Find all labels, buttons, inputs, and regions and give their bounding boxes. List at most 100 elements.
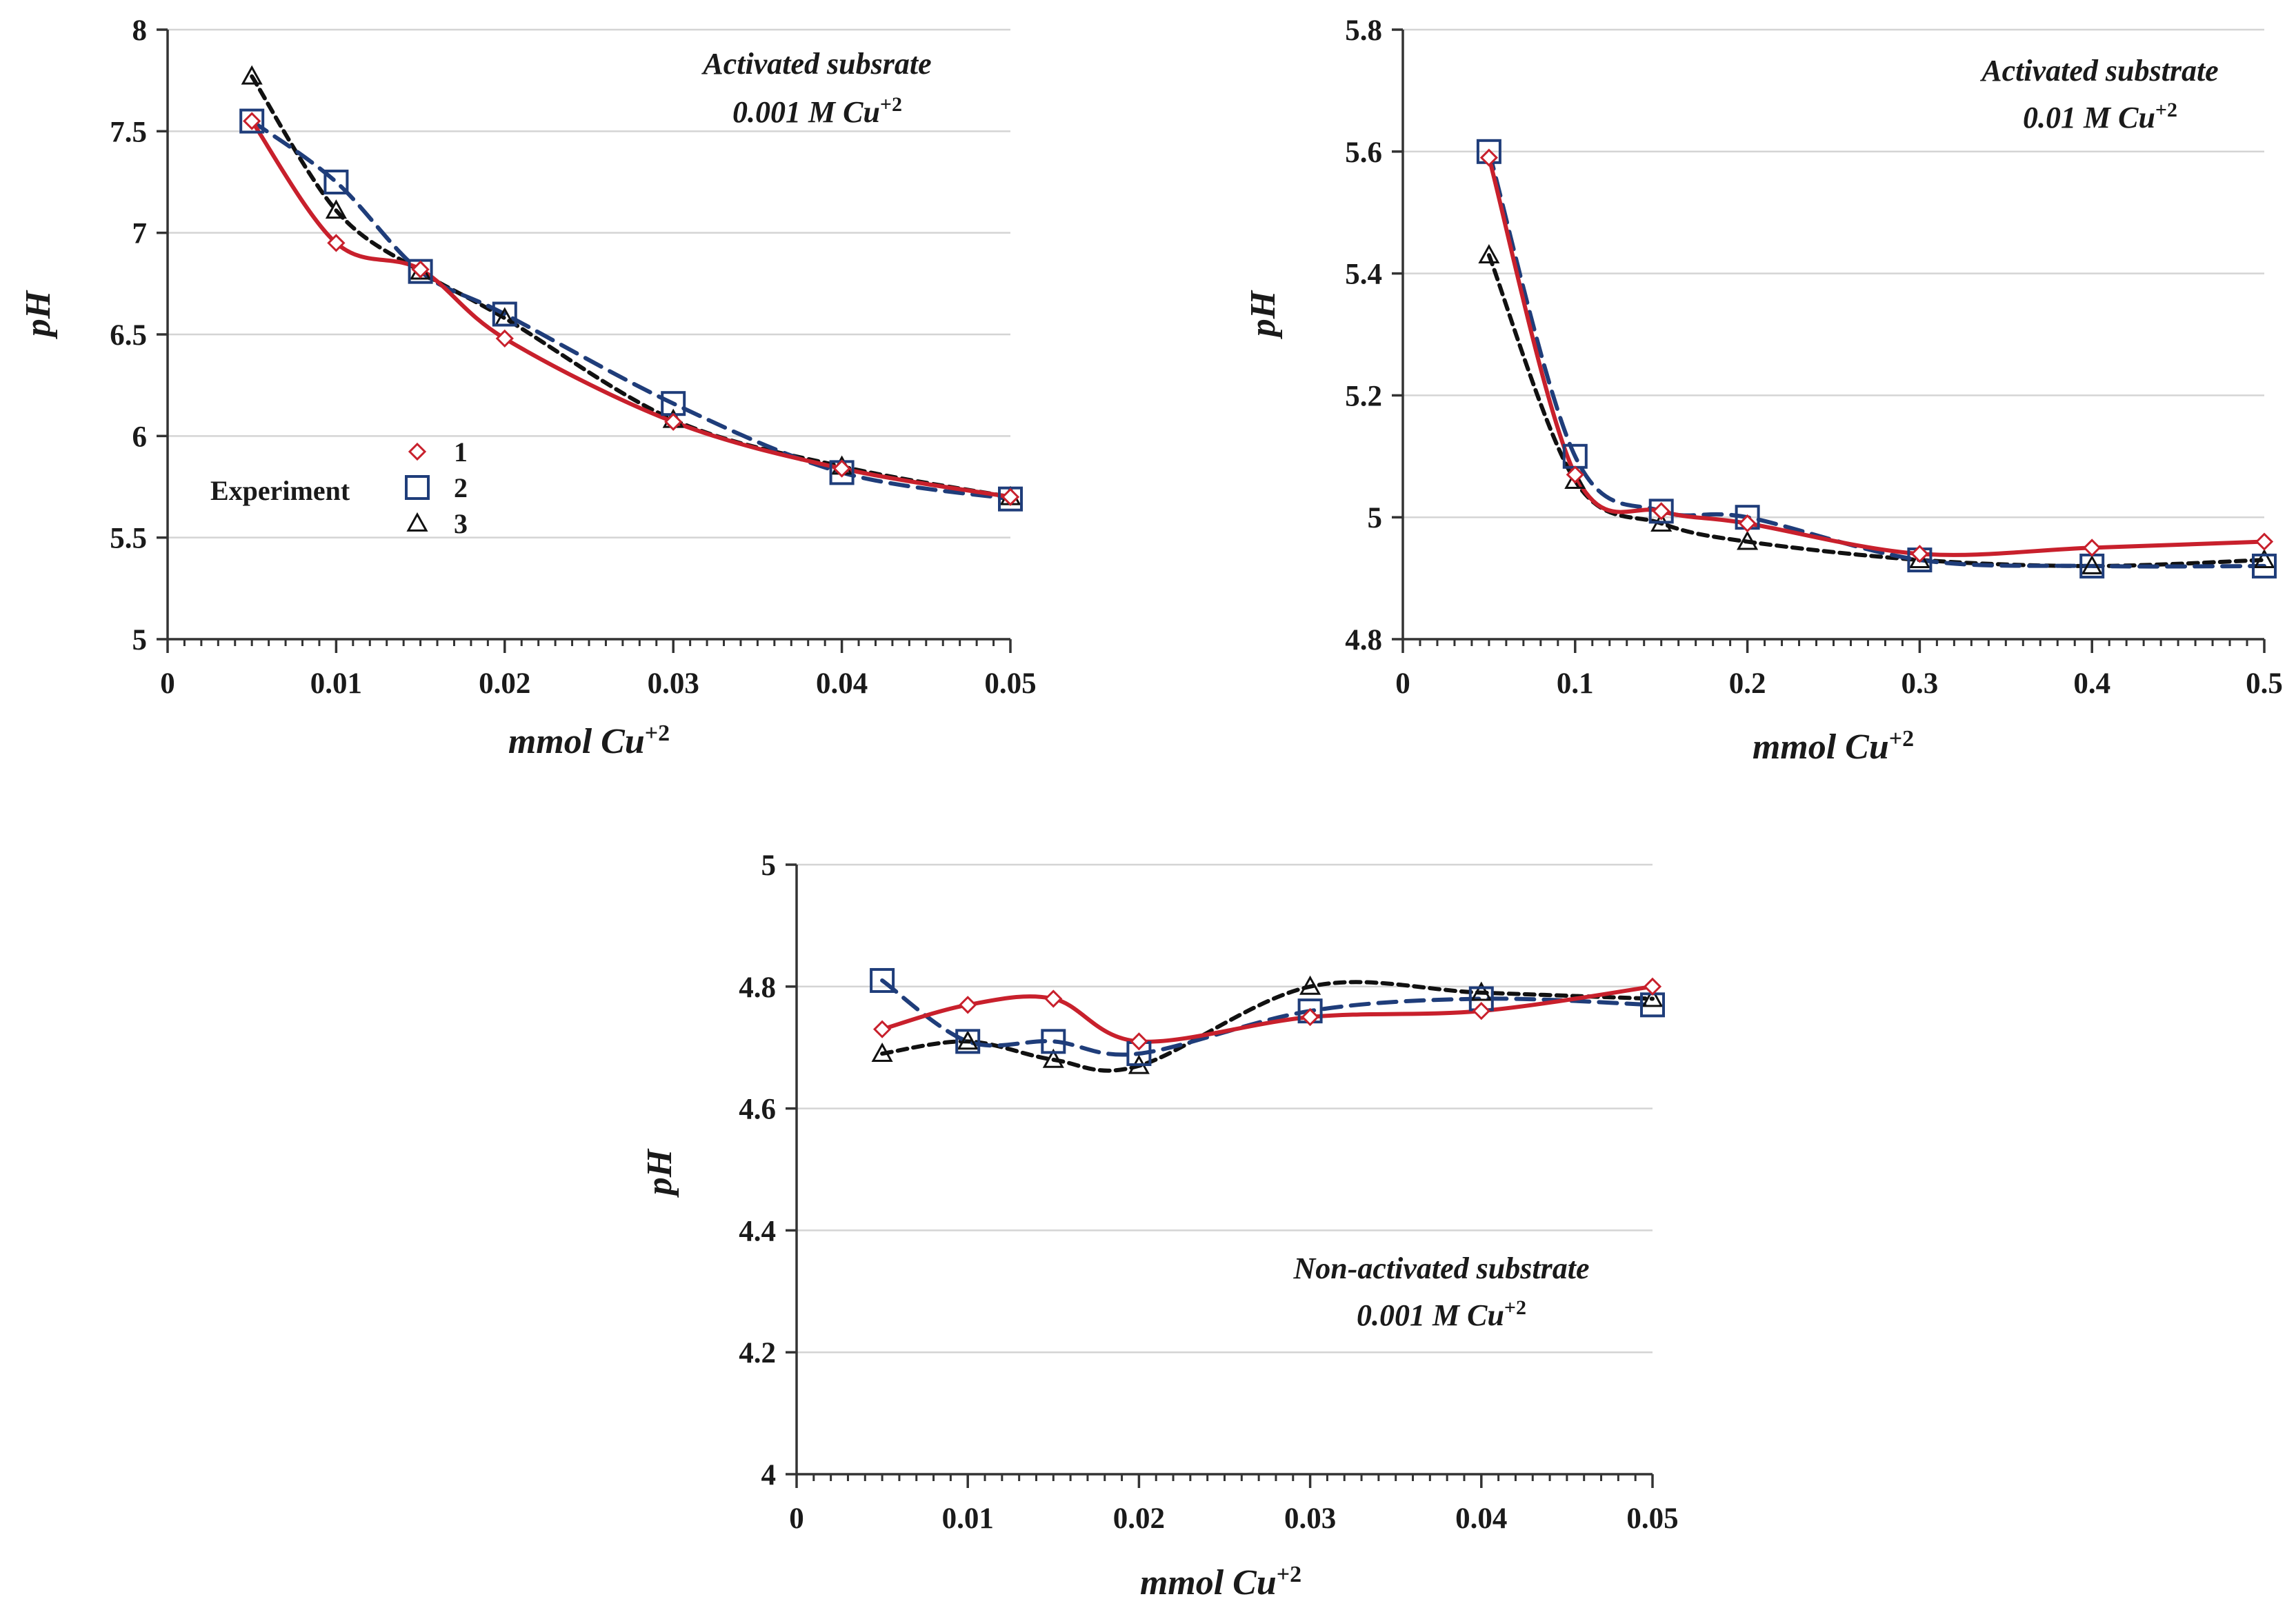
x-tick-label: 0.04 <box>1455 1502 1507 1535</box>
series-line-exp1 <box>250 119 1012 499</box>
data-point-exp3-marker <box>1908 548 1930 568</box>
x-tick-label: 0.03 <box>1284 1502 1336 1535</box>
chart-annotation: 0.001 M Cu+2 <box>732 93 902 130</box>
x-tick-label: 0.02 <box>479 667 530 700</box>
series-line-exp3 <box>250 74 1012 499</box>
data-point-exp3-marker <box>1470 981 1493 1001</box>
x-tick-label: 0.02 <box>1113 1502 1165 1535</box>
y-tick-label: 7.5 <box>110 116 147 148</box>
chart-non-activated-0001M: 4 4.2 4.4 4.6 4.8 5 0 0.01 0.02 0.03 0.04 0.05 mmol … <box>640 849 1679 1602</box>
x-axis-label: mmol Cu+2 <box>508 721 670 762</box>
data-point-exp1-marker <box>1001 487 1020 506</box>
x-tick-label: 0.01 <box>942 1502 994 1535</box>
data-point-exp3-marker <box>1564 470 1586 490</box>
y-tick-label: 4.8 <box>739 972 776 1004</box>
x-axis-label-superscript: +2 <box>1889 726 1914 752</box>
y-tick-label: 4.2 <box>739 1337 776 1369</box>
data-point-exp3-marker <box>2081 554 2103 574</box>
data-point-exp1-marker <box>243 112 261 130</box>
annotation-text: 0.001 M Cu <box>732 95 880 129</box>
annotation-text: Non-activated substrate <box>1293 1251 1590 1285</box>
data-point-exp1-marker <box>1044 989 1063 1008</box>
data-point-exp2-marker <box>323 170 349 194</box>
x-tick-label: 0.05 <box>1626 1502 1678 1535</box>
chart-annotation: 0.001 M Cu+2 <box>1357 1296 1526 1333</box>
y-tick-label: 4.8 <box>1345 624 1382 656</box>
x-tick-label: 0.4 <box>2073 667 2110 700</box>
data-point-exp3-marker <box>1042 1048 1064 1068</box>
legend-entry-label: 1 <box>454 436 468 467</box>
data-point-exp1-marker <box>1652 502 1670 521</box>
data-point-exp1-marker <box>1910 545 1929 563</box>
data-point-exp3-marker <box>957 1030 979 1050</box>
series-line-exp3 <box>880 980 1655 1073</box>
annotation-text: Activated substrate <box>1979 54 2218 88</box>
data-point-exp1-marker <box>1479 148 1499 167</box>
data-point-exp1-marker <box>495 329 514 348</box>
y-tick-label: 5.4 <box>1345 259 1382 291</box>
data-point-exp1-marker <box>408 442 427 461</box>
annotation-text: Activated subsrate <box>701 47 931 81</box>
x-axis-label-superscript: +2 <box>1277 1562 1301 1587</box>
data-point-exp1-marker <box>327 234 346 252</box>
data-point-exp1-marker <box>2083 539 2102 557</box>
data-point-exp1-marker <box>1566 465 1584 484</box>
data-point-exp1-marker <box>2255 532 2274 551</box>
data-point-exp1-marker <box>1472 1002 1490 1020</box>
annotation-superscript: +2 <box>1504 1296 1526 1319</box>
legend-title: Experiment <box>210 475 350 506</box>
annotation-superscript: +2 <box>2155 99 2177 121</box>
annotation-superscript: +2 <box>880 93 902 116</box>
data-point-exp1-marker <box>872 1020 892 1038</box>
x-tick-label: 0.1 <box>1557 667 1594 700</box>
y-axis-label: pH <box>19 290 58 339</box>
x-tick-label: 0.2 <box>1729 667 1766 700</box>
data-point-exp3-marker <box>241 65 263 85</box>
data-point-exp3-marker <box>1299 975 1321 995</box>
y-tick-label: 5.5 <box>110 523 147 555</box>
data-point-exp2-marker <box>405 475 430 500</box>
series-line-exp3 <box>1486 253 2266 568</box>
series-line-exp2 <box>1486 149 2266 569</box>
y-tick-label: 7 <box>132 218 148 250</box>
chart-annotation: Non-activated substrate <box>1293 1251 1590 1285</box>
x-axis-label-base: mmol Cu <box>1140 1563 1277 1602</box>
data-point-exp1-marker <box>1738 514 1757 533</box>
y-tick-label: 5 <box>132 624 148 656</box>
x-axis-label: mmol Cu+2 <box>1753 726 1914 767</box>
x-tick-label: 0 <box>789 1502 804 1535</box>
data-point-exp1-marker <box>959 996 977 1014</box>
x-tick-label: 0.03 <box>648 667 699 700</box>
y-tick-label: 5 <box>1368 502 1383 534</box>
y-tick-label: 5 <box>761 849 777 882</box>
x-tick-label: 0.5 <box>2246 667 2283 700</box>
legend-entry-label: 2 <box>454 472 468 503</box>
x-tick-label: 0 <box>1395 667 1410 700</box>
data-point-exp1-marker <box>1643 977 1662 996</box>
y-tick-label: 4 <box>761 1459 777 1491</box>
data-point-exp2-marker <box>492 301 517 327</box>
y-tick-label: 4.6 <box>739 1094 776 1126</box>
y-tick-label: 6 <box>132 421 148 453</box>
data-point-exp3-marker <box>1737 530 1759 550</box>
legend-entry-label: 3 <box>454 508 468 539</box>
x-axis-label-base: mmol Cu <box>508 722 645 761</box>
data-point-exp2-marker <box>2252 553 2277 579</box>
x-tick-label: 0.01 <box>310 667 362 700</box>
y-tick-label: 8 <box>132 14 148 47</box>
chart-annotation: Activated subsrate <box>701 47 931 81</box>
data-point-exp2-marker <box>1041 1029 1066 1054</box>
series-line-exp2 <box>250 119 1012 501</box>
legend: Experiment 1 2 3 <box>210 436 468 539</box>
series-line-exp2 <box>880 978 1655 1057</box>
data-point-exp2-marker <box>870 967 895 993</box>
x-tick-label: 0 <box>160 667 175 700</box>
x-axis-label-superscript: +2 <box>645 721 670 746</box>
data-point-exp3-marker <box>1641 987 1664 1007</box>
x-axis-label: mmol Cu+2 <box>1140 1562 1301 1603</box>
chart-annotation: Activated substrate <box>1979 54 2218 88</box>
data-point-exp2-marker <box>955 1029 981 1054</box>
annotation-text: 0.001 M Cu <box>1357 1298 1504 1332</box>
x-tick-label: 0.04 <box>816 667 868 700</box>
